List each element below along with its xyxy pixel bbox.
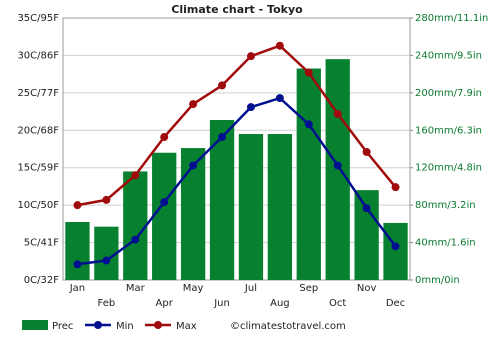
point [275, 94, 284, 103]
point [391, 183, 400, 192]
bar [383, 222, 408, 280]
point [304, 68, 313, 77]
x-tick-label: Jun [213, 298, 230, 309]
x-tick-label: Nov [357, 283, 377, 294]
y2-tick-label: 40mm/1.6in [415, 238, 476, 249]
y2-tick-label: 160mm/6.3in [415, 125, 482, 136]
plot-frame [62, 17, 411, 281]
x-tick-label: Sep [299, 283, 318, 294]
y2-tick-label: 280mm/11.1in [415, 13, 488, 24]
point [275, 41, 284, 50]
point [333, 161, 342, 170]
point [73, 260, 82, 269]
point [333, 109, 342, 118]
y-tick-label: 25C/77F [17, 88, 59, 99]
legend-label: Max [176, 321, 197, 332]
point [246, 52, 255, 61]
point [73, 201, 82, 210]
x-tick-label: Jul [244, 283, 257, 294]
point [189, 100, 198, 109]
y2-tick-label: 120mm/4.8in [415, 163, 482, 174]
legend-swatch [94, 321, 102, 329]
point [102, 256, 111, 265]
y-tick-label: 20C/68F [17, 125, 59, 136]
point [189, 161, 198, 170]
x-tick-label: Mar [126, 283, 146, 294]
y2-tick-label: 200mm/7.9in [415, 88, 482, 99]
x-tick-label: Jan [69, 283, 85, 294]
point [160, 133, 169, 142]
legend-swatch [22, 320, 48, 330]
bar [267, 134, 293, 280]
bar [296, 68, 321, 281]
legend-label: Min [116, 321, 134, 332]
line [77, 44, 397, 207]
point [304, 120, 313, 129]
y-tick-label: 5C/41F [24, 238, 59, 249]
x-tick-label: May [183, 283, 204, 294]
bar [65, 221, 90, 280]
bar [238, 134, 264, 280]
y-tick-label: 35C/95F [17, 13, 59, 24]
y-tick-label: 15C/59F [17, 163, 59, 174]
x-tick-label: Dec [386, 298, 405, 309]
bar [180, 148, 206, 280]
point [218, 81, 227, 90]
x-tick-label: Apr [156, 298, 174, 309]
point [362, 147, 371, 156]
x-tick-label: Feb [98, 298, 116, 309]
legend-label: Prec [52, 321, 73, 332]
bar [325, 59, 350, 280]
y2-tick-label: 240mm/9.5in [415, 50, 482, 61]
point [246, 103, 255, 112]
bar [123, 171, 148, 280]
y-tick-label: 30C/86F [17, 50, 59, 61]
bar [354, 190, 379, 280]
y2-tick-label: 80mm/3.2in [415, 200, 476, 211]
point [218, 133, 227, 142]
x-tick-label: Aug [270, 298, 290, 309]
point [391, 242, 400, 251]
x-tick-label: Oct [329, 298, 346, 309]
y2-tick-label: 0mm/0in [415, 275, 460, 286]
credit: ©climatestotravel.com [230, 321, 346, 332]
chart-title: Climate chart - Tokyo [171, 3, 303, 16]
legend-swatch [154, 321, 162, 329]
y-tick-label: 10C/50F [17, 200, 59, 211]
point [131, 235, 140, 244]
point [131, 171, 140, 180]
line [77, 96, 397, 266]
y-tick-label: 0C/32F [24, 275, 59, 286]
point [160, 198, 169, 207]
point [362, 204, 371, 213]
bar [152, 152, 177, 280]
point [102, 195, 111, 204]
